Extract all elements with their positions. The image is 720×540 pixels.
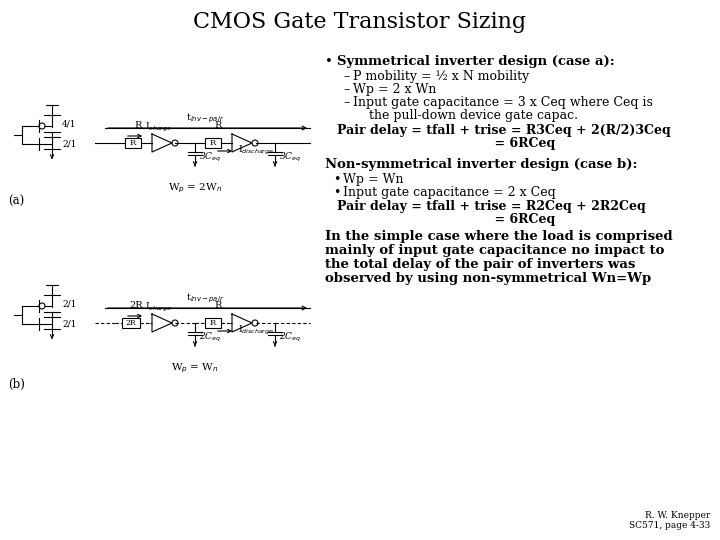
Text: 2/1: 2/1 xyxy=(62,300,76,308)
FancyBboxPatch shape xyxy=(205,318,221,328)
Text: P mobility = ½ x N mobility: P mobility = ½ x N mobility xyxy=(353,70,529,83)
Text: –: – xyxy=(343,83,349,96)
Text: I$_{discharge}$: I$_{discharge}$ xyxy=(238,323,274,336)
Text: •: • xyxy=(333,173,341,186)
Text: 2C$_{eq}$: 2C$_{eq}$ xyxy=(199,330,222,343)
Text: 2C$_{eq}$: 2C$_{eq}$ xyxy=(279,330,302,343)
Text: Pair delay = tfall + trise = R3Ceq + 2(R/2)3Ceq: Pair delay = tfall + trise = R3Ceq + 2(R… xyxy=(337,124,671,137)
FancyBboxPatch shape xyxy=(122,318,140,328)
Text: R: R xyxy=(215,121,222,130)
Text: Non-symmetrical inverter design (case b):: Non-symmetrical inverter design (case b)… xyxy=(325,158,637,171)
Text: Input gate capacitance = 2 x Ceq: Input gate capacitance = 2 x Ceq xyxy=(343,186,556,199)
Text: Symmetrical inverter design (case a):: Symmetrical inverter design (case a): xyxy=(337,55,615,68)
Text: Wp = 2 x Wn: Wp = 2 x Wn xyxy=(353,83,436,96)
Text: 3C$_{eq}$: 3C$_{eq}$ xyxy=(279,151,302,164)
Text: W$_p$ = 2W$_n$: W$_p$ = 2W$_n$ xyxy=(168,182,222,195)
Text: = 6RCeq: = 6RCeq xyxy=(337,213,555,226)
Text: 2R: 2R xyxy=(126,319,136,327)
Text: = 6RCeq: = 6RCeq xyxy=(337,137,555,150)
Text: 2/1: 2/1 xyxy=(62,139,76,148)
Text: R: R xyxy=(135,121,142,130)
Text: I$_{discharge}$: I$_{discharge}$ xyxy=(238,144,274,157)
FancyBboxPatch shape xyxy=(125,138,141,148)
Text: the total delay of the pair of inverters was: the total delay of the pair of inverters… xyxy=(325,258,635,271)
Text: –: – xyxy=(343,70,349,83)
FancyBboxPatch shape xyxy=(205,138,221,148)
Text: In the simple case where the load is comprised: In the simple case where the load is com… xyxy=(325,230,672,243)
Text: R: R xyxy=(210,139,216,147)
Text: observed by using non-symmetrical Wn=Wp: observed by using non-symmetrical Wn=Wp xyxy=(325,272,652,285)
Text: 4/1: 4/1 xyxy=(62,119,76,129)
Text: R. W. Knepper
SC571, page 4-33: R. W. Knepper SC571, page 4-33 xyxy=(629,511,710,530)
Text: t$_{inv-pair}$: t$_{inv-pair}$ xyxy=(186,112,224,125)
Text: CMOS Gate Transistor Sizing: CMOS Gate Transistor Sizing xyxy=(194,11,526,33)
Text: •: • xyxy=(325,55,333,68)
Text: 2R: 2R xyxy=(129,301,143,310)
Text: 2/1: 2/1 xyxy=(62,320,76,328)
Text: Pair delay = tfall + trise = R2Ceq + 2R2Ceq: Pair delay = tfall + trise = R2Ceq + 2R2… xyxy=(337,200,646,213)
Text: –: – xyxy=(343,96,349,109)
Text: Input gate capacitance = 3 x Ceq where Ceq is: Input gate capacitance = 3 x Ceq where C… xyxy=(353,96,653,109)
Text: (b): (b) xyxy=(8,378,25,391)
Text: I$_{charge}$: I$_{charge}$ xyxy=(145,301,172,314)
Text: 3C$_{eq}$: 3C$_{eq}$ xyxy=(199,151,221,164)
Text: the pull-down device gate capac.: the pull-down device gate capac. xyxy=(353,109,578,122)
Text: •: • xyxy=(333,186,341,199)
Text: t$_{inv-pair}$: t$_{inv-pair}$ xyxy=(186,292,224,305)
Text: Wp = Wn: Wp = Wn xyxy=(343,173,403,186)
Text: W$_p$ = W$_n$: W$_p$ = W$_n$ xyxy=(171,362,219,375)
Text: R: R xyxy=(130,139,136,147)
Text: (a): (a) xyxy=(8,195,24,208)
Text: R: R xyxy=(215,301,222,310)
Text: R: R xyxy=(210,319,216,327)
Text: mainly of input gate capacitance no impact to: mainly of input gate capacitance no impa… xyxy=(325,244,665,257)
Text: I$_{charge}$: I$_{charge}$ xyxy=(145,121,172,134)
